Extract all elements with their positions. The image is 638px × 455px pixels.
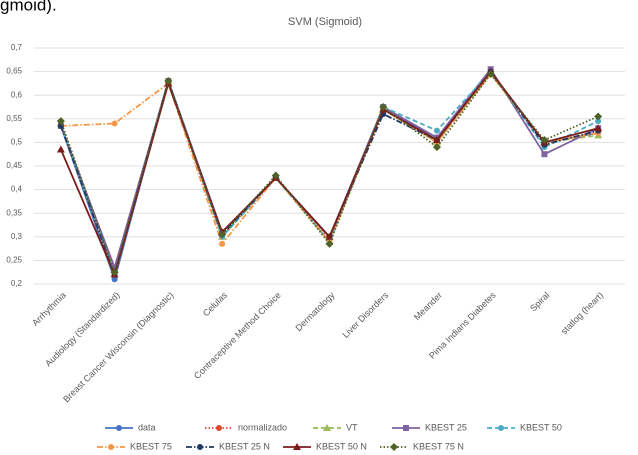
legend-label: data <box>138 422 156 432</box>
legend-label: KBEST 25 N <box>219 441 270 451</box>
marker <box>323 424 331 431</box>
marker <box>111 264 118 271</box>
legend-label: KBEST 75 <box>130 441 172 451</box>
legend-item: KBEST 50 N <box>283 441 367 451</box>
marker <box>379 103 388 111</box>
legend-label: KBEST 25 <box>425 422 467 432</box>
marker <box>56 145 65 153</box>
marker <box>216 425 222 431</box>
marker <box>403 425 409 431</box>
marker <box>110 268 119 277</box>
y-tick-label: 0,6 <box>11 90 23 99</box>
series-line <box>60 72 599 246</box>
marker <box>432 143 441 152</box>
marker <box>56 117 65 126</box>
chart-title: SVM (Sigmoid) <box>288 16 362 28</box>
legend-label: normalizado <box>238 422 287 432</box>
marker <box>271 171 280 180</box>
y-tick-label: 0,4 <box>11 185 23 194</box>
legend-label: KBEST 75 N <box>413 441 464 451</box>
legend-item: KBEST 75 N <box>380 441 464 451</box>
marker <box>594 112 603 121</box>
x-tick-label: Meander <box>412 290 444 322</box>
marker <box>197 444 203 450</box>
legend-item: VT <box>313 422 358 432</box>
marker <box>219 240 226 247</box>
y-tick-label: 0,7 <box>11 43 23 52</box>
legend-label: KBEST 50 <box>520 422 562 432</box>
y-tick-label: 0,35 <box>6 208 22 217</box>
marker <box>541 151 548 158</box>
cropped-caption: gmoid). <box>0 0 57 14</box>
x-tick-label: Breast Cancer Wisconsin (Diagnostic) <box>61 290 175 404</box>
marker <box>325 239 334 248</box>
marker <box>540 136 549 145</box>
marker <box>108 444 114 450</box>
y-tick-label: 0,55 <box>6 114 22 123</box>
marker <box>111 276 118 283</box>
legend-item: KBEST 25 N <box>186 441 270 451</box>
y-tick-label: 0,5 <box>11 138 23 147</box>
legend-item: KBEST 75 <box>97 441 172 451</box>
x-tick-label: Liver Disorders <box>340 290 390 340</box>
y-tick-label: 0,45 <box>6 161 22 170</box>
x-tick-label: Arrhythmia <box>30 290 68 328</box>
legend-label: VT <box>346 422 358 432</box>
legend-item: KBEST 50 <box>487 422 562 432</box>
marker <box>432 136 441 144</box>
legend-item: data <box>105 422 156 432</box>
legend-label: KBEST 50 N <box>316 441 367 451</box>
legend-item: KBEST 25 <box>392 422 467 432</box>
marker <box>595 118 602 125</box>
x-tick-label: Spiral <box>528 290 551 313</box>
marker <box>218 230 227 239</box>
marker <box>390 443 398 451</box>
y-tick-label: 0,65 <box>6 67 22 76</box>
marker <box>433 127 440 134</box>
x-tick-label: Dermatology <box>293 290 337 334</box>
marker <box>498 425 504 431</box>
y-tick-label: 0,2 <box>11 279 23 288</box>
x-tick-label: Celulas <box>201 290 230 319</box>
marker <box>116 425 122 431</box>
marker <box>594 124 603 132</box>
marker <box>164 77 173 86</box>
marker <box>486 69 495 78</box>
marker <box>111 120 118 127</box>
marker <box>293 443 301 450</box>
x-tick-label: Contraceptive Method Choice <box>192 290 283 381</box>
y-tick-label: 0,3 <box>11 232 23 241</box>
x-tick-label: statlog (heart) <box>559 290 605 336</box>
y-tick-label: 0,25 <box>6 256 22 265</box>
legend-item: normalizado <box>205 422 287 432</box>
